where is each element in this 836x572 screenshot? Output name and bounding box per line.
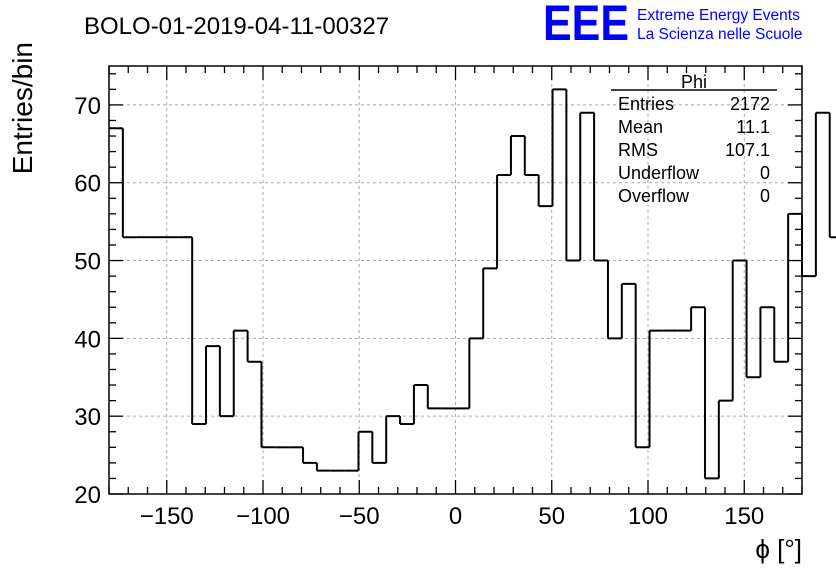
y-tick-label: 40 [74, 326, 101, 353]
x-tick-label: 0 [449, 503, 462, 530]
histogram-bin [218, 346, 234, 418]
plot-frame [108, 65, 803, 495]
x-tick-label: −50 [339, 503, 380, 530]
histogram-bin [399, 416, 414, 425]
histogram-bin [371, 431, 387, 464]
x-tick-label: 100 [628, 503, 668, 530]
y-tick-label: 60 [74, 171, 101, 198]
y-tick-labels: 20 30 40 50 60 70 [74, 93, 101, 509]
logo-line2: La Scienza nelle Scuole [637, 26, 802, 43]
histogram-bin [814, 111, 830, 277]
histogram-bin [551, 88, 567, 207]
histogram-bin [801, 213, 816, 278]
histogram-bin [357, 430, 373, 471]
histogram-bin [620, 282, 636, 339]
histogram-bin [606, 260, 622, 340]
chart-title: BOLO-01-2019-04-11-00327 [84, 13, 389, 40]
histogram-bin [205, 345, 220, 424]
histogram-bin [731, 259, 747, 401]
logo-mark: EEE [543, 0, 629, 51]
histogram-bin [828, 112, 836, 239]
stats-label: Overflow [618, 186, 690, 206]
histogram-bin [302, 447, 317, 464]
stats-value: 11.1 [736, 117, 770, 137]
y-axis-label: Entries/bin [7, 42, 38, 174]
x-tick-label: 50 [538, 503, 565, 530]
histogram-bin [703, 307, 719, 480]
stats-value: 107.1 [725, 140, 770, 160]
stats-box: Phi Entries 2172 Mean 11.1 RMS 107.1 Underflow… [611, 72, 777, 206]
y-tick-label: 20 [74, 482, 101, 509]
histogram-bin [648, 329, 664, 448]
histogram-bin [496, 173, 511, 269]
histogram-bin [426, 385, 442, 410]
histogram-bin [509, 135, 525, 175]
histogram-bin [412, 384, 428, 424]
histogram-bin [260, 361, 276, 449]
histogram-bin [773, 307, 789, 363]
grid-lines [109, 66, 802, 495]
histogram-bin [191, 237, 207, 425]
x-tick-label: −150 [140, 503, 194, 530]
histogram-bin [717, 399, 733, 479]
histogram-bin [690, 306, 705, 331]
histogram-bin [537, 174, 553, 208]
histogram-bin [385, 415, 401, 463]
stats-label: Mean [618, 117, 663, 137]
stats-label: Underflow [618, 163, 700, 183]
x-axis-label: ϕ [°] [755, 534, 802, 564]
histogram-bin [246, 330, 262, 363]
histogram-bin [523, 136, 539, 176]
y-tick-label: 50 [74, 249, 101, 276]
logo-line1: Extreme Energy Events [637, 7, 800, 24]
stats-title: Phi [681, 72, 707, 92]
histogram-bin [593, 112, 608, 262]
histogram-bin [759, 306, 775, 378]
histogram-bars [109, 88, 836, 480]
histogram-bin [565, 89, 581, 262]
stats-value: 0 [760, 186, 770, 206]
y-tick-label: 70 [74, 93, 101, 120]
stats-label: RMS [618, 140, 658, 160]
x-tick-labels: −150 −100 −50 0 50 100 150 [140, 503, 765, 530]
stats-value: 0 [760, 163, 770, 183]
histogram-bin [232, 329, 248, 417]
stats-value: 2172 [730, 94, 770, 114]
histogram-bin [482, 267, 498, 339]
axis-ticks [108, 66, 803, 495]
eee-logo: EEE Extreme Energy Events La Scienza nel… [543, 0, 802, 51]
x-tick-label: 150 [724, 503, 764, 530]
stats-label: Entries [618, 94, 674, 114]
histogram-bin [315, 462, 331, 472]
histogram-bin [468, 337, 484, 409]
histogram-bin [634, 283, 650, 449]
histogram-bin [579, 111, 595, 261]
y-tick-label: 30 [74, 404, 101, 431]
x-tick-label: −100 [236, 503, 290, 530]
histogram-bin [787, 212, 802, 362]
histogram-bin [745, 260, 761, 379]
